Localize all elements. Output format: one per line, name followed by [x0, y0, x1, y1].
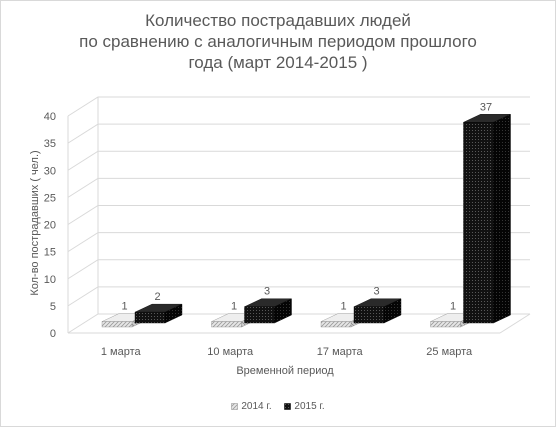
gridline — [67, 123, 530, 144]
chart-title-line-1: Количество пострадавших людей — [145, 11, 411, 30]
y-tick-label: 10 — [44, 274, 56, 286]
bar-2015-3 — [353, 298, 402, 324]
data-label: 1 — [340, 301, 346, 313]
data-label: 3 — [264, 286, 270, 298]
y-tick-label: 25 — [44, 192, 56, 204]
y-tick-label: 15 — [44, 247, 56, 259]
chart-title: Количество пострадавших людей по сравнен… — [0, 10, 556, 73]
gridline — [67, 96, 530, 117]
legend: 2014 г. 2015 г. — [0, 401, 556, 413]
legend-label-2014: 2014 г. — [241, 401, 272, 412]
gridline — [67, 150, 530, 171]
x-tick-label: 17 марта — [317, 346, 364, 358]
chart-title-line-2: по сравнению с аналогичным периодом прош… — [79, 32, 477, 51]
y-tick-label: 35 — [44, 138, 56, 150]
x-axis-title: Временной период — [236, 365, 334, 377]
floor-right-edge — [499, 313, 531, 334]
y-axis-title: Кол-во пострадавших ( чел.) — [29, 150, 41, 295]
x-tick-label: 25 марта — [426, 346, 473, 358]
x-tick-label: 1 марта — [101, 346, 142, 358]
data-label: 1 — [450, 301, 456, 313]
y-tick-label: 20 — [44, 220, 56, 232]
data-label: 37 — [480, 101, 492, 113]
data-label: 1 — [121, 301, 127, 313]
legend-swatch-2015 — [284, 403, 292, 410]
chart-title-line-3: года (март 2014-2015 ) — [188, 53, 368, 72]
legend-item-2014: 2014 г. — [231, 401, 272, 412]
data-label: 1 — [231, 301, 237, 313]
gridline — [67, 232, 530, 253]
bar-2015-1 — [134, 303, 183, 324]
data-label: 2 — [154, 291, 160, 303]
bar-2015-4 — [463, 113, 511, 324]
legend-label-2015: 2015 г. — [294, 401, 325, 412]
data-label: 3 — [373, 286, 379, 298]
gridline — [67, 286, 530, 307]
legend-item-2015: 2015 г. — [284, 401, 325, 412]
legend-swatch-2014 — [231, 403, 239, 410]
y-tick-label: 40 — [44, 111, 56, 123]
gridline — [67, 259, 530, 280]
y-tick-label: 30 — [44, 165, 56, 177]
y-tick-label: 0 — [50, 328, 56, 340]
bar-2015-2 — [244, 298, 292, 324]
gridline — [67, 205, 530, 225]
x-tick-label: 10 марта — [207, 346, 254, 358]
y-tick-label: 5 — [50, 301, 56, 313]
gridline — [67, 177, 530, 198]
